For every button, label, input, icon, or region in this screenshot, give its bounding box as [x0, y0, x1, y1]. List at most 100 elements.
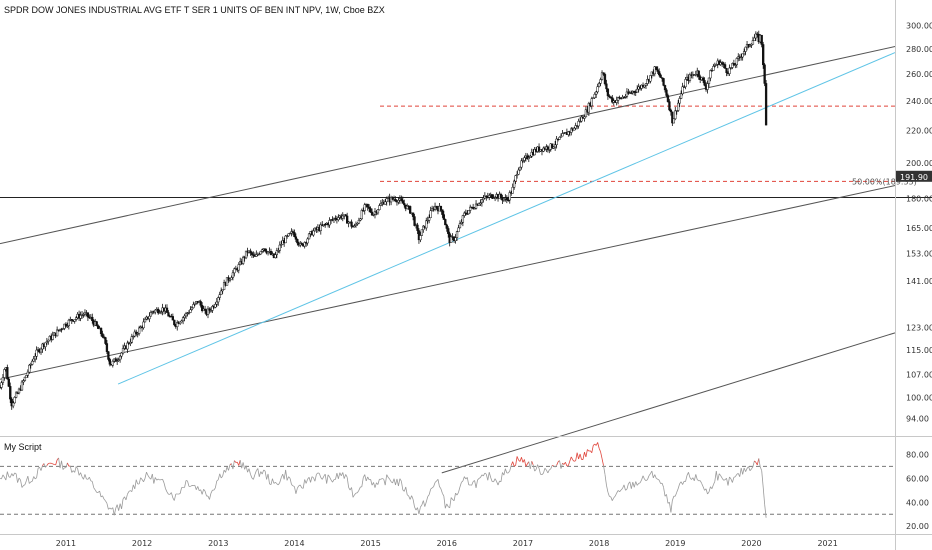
indicator-tick-label: 40.00: [906, 498, 929, 507]
indicator-segment: [299, 484, 303, 489]
candle-body: [79, 315, 82, 319]
indicator-segment: [661, 483, 664, 488]
indicator-segment: [190, 485, 193, 487]
candle-body: [293, 232, 296, 237]
indicator-segment: [651, 470, 654, 479]
candle-body: [546, 146, 549, 150]
candle-body: [206, 308, 210, 315]
indicator-segment: [554, 465, 557, 468]
indicator-segment: [493, 478, 496, 482]
indicator-segment: [52, 463, 55, 465]
time-axis[interactable]: 2011 2012 2013 2014 2015 2016 2017 2018 2019 2020…: [56, 539, 838, 548]
indicator-pane[interactable]: My Script: [0, 442, 895, 518]
candle-body: [132, 335, 135, 338]
time-tick-label: 2017: [513, 539, 533, 548]
candle-body: [296, 239, 299, 244]
indicator-segment: [485, 474, 489, 481]
indicator-segment: [339, 472, 342, 476]
candle-body: [51, 334, 54, 340]
indicator-segment: [364, 474, 367, 482]
indicator-segment: [289, 478, 292, 485]
indicator-segment: [238, 460, 241, 466]
candle-body: [108, 359, 112, 365]
last-price-badge: [896, 170, 932, 182]
candle-body: [518, 166, 522, 171]
candle-body: [706, 83, 709, 90]
candle-body: [577, 120, 580, 127]
price-axis[interactable]: 300.00 280.00 260.00 240.00 220.00 200.00 180.…: [906, 22, 932, 424]
candle-body: [7, 378, 10, 387]
indicator-segment: [396, 478, 399, 487]
candle-body: [255, 254, 258, 257]
candle-body: [562, 132, 566, 135]
time-tick-label: 2020: [741, 539, 761, 548]
candle-body: [9, 386, 12, 400]
indicator-segment: [406, 494, 409, 497]
indicator-segment: [652, 474, 656, 479]
indicator-segment: [702, 486, 705, 491]
candle-body: [102, 336, 106, 338]
indicator-segment: [639, 479, 642, 484]
indicator-segment: [751, 466, 754, 470]
candle-body: [596, 86, 599, 93]
candle-body: [590, 98, 593, 107]
indicator-segment: [645, 479, 648, 482]
candle-body: [275, 250, 278, 255]
indicator-segment: [162, 479, 165, 484]
middle-channel-line[interactable]: [0, 185, 896, 380]
indicator-segment: [214, 480, 218, 488]
candle-body: [23, 376, 27, 381]
indicator-segment: [409, 495, 412, 500]
candle-body: [669, 109, 673, 113]
candle-body: [75, 317, 78, 320]
lower-channel-line[interactable]: [441, 332, 896, 474]
candle-body: [192, 304, 195, 309]
indicator-segment: [113, 508, 117, 516]
indicator-segment: [31, 476, 35, 482]
indicator-segment: [515, 456, 518, 466]
candle-body: [274, 254, 277, 258]
candle-body: [225, 277, 229, 286]
price-pane[interactable]: SPDR DOW JONES INDUSTRIAL AVG ETF T SER …: [0, 5, 932, 474]
candle-body: [529, 155, 532, 158]
upper-channel-line[interactable]: [0, 46, 896, 245]
candle-body: [370, 211, 374, 216]
indicator-segment: [144, 472, 147, 479]
candle-body: [721, 62, 724, 65]
candle-body: [734, 64, 737, 66]
indicator-segment: [384, 474, 388, 486]
candle-body: [303, 242, 306, 247]
candle-body: [66, 325, 69, 327]
indicator-segment: [34, 477, 37, 480]
candle-body: [208, 308, 211, 311]
time-tick-label: 2021: [817, 539, 837, 548]
indicator-segment: [444, 503, 448, 509]
candle-body: [28, 364, 31, 373]
time-tick-label: 2019: [665, 539, 685, 548]
indicator-axis[interactable]: 80.00 60.00 40.00 20.00: [906, 450, 929, 531]
indicator-segment: [9, 473, 13, 478]
indicator-segment: [358, 486, 361, 491]
indicator-segment: [74, 466, 77, 473]
candle-body: [244, 250, 248, 259]
candle-body: [222, 282, 226, 290]
candle-body: [12, 402, 15, 407]
candle-body: [712, 66, 715, 71]
candle-body: [508, 192, 511, 201]
indicator-segment: [65, 462, 68, 468]
candle-body: [624, 96, 627, 98]
candle-body: [142, 321, 145, 329]
indicator-segment: [248, 468, 251, 475]
candle-body: [101, 333, 104, 338]
indicator-segment: [613, 495, 616, 499]
candle-body: [394, 198, 397, 201]
candle-body: [467, 210, 470, 215]
candle-body: [379, 203, 383, 206]
candle-body: [537, 146, 541, 152]
candle-body: [39, 348, 43, 353]
price-tick-label: 107.00: [906, 370, 932, 379]
indicator-segment: [711, 484, 714, 489]
indicator-segment: [173, 493, 177, 501]
indicator-segment: [606, 484, 609, 493]
candle-body: [346, 215, 349, 224]
